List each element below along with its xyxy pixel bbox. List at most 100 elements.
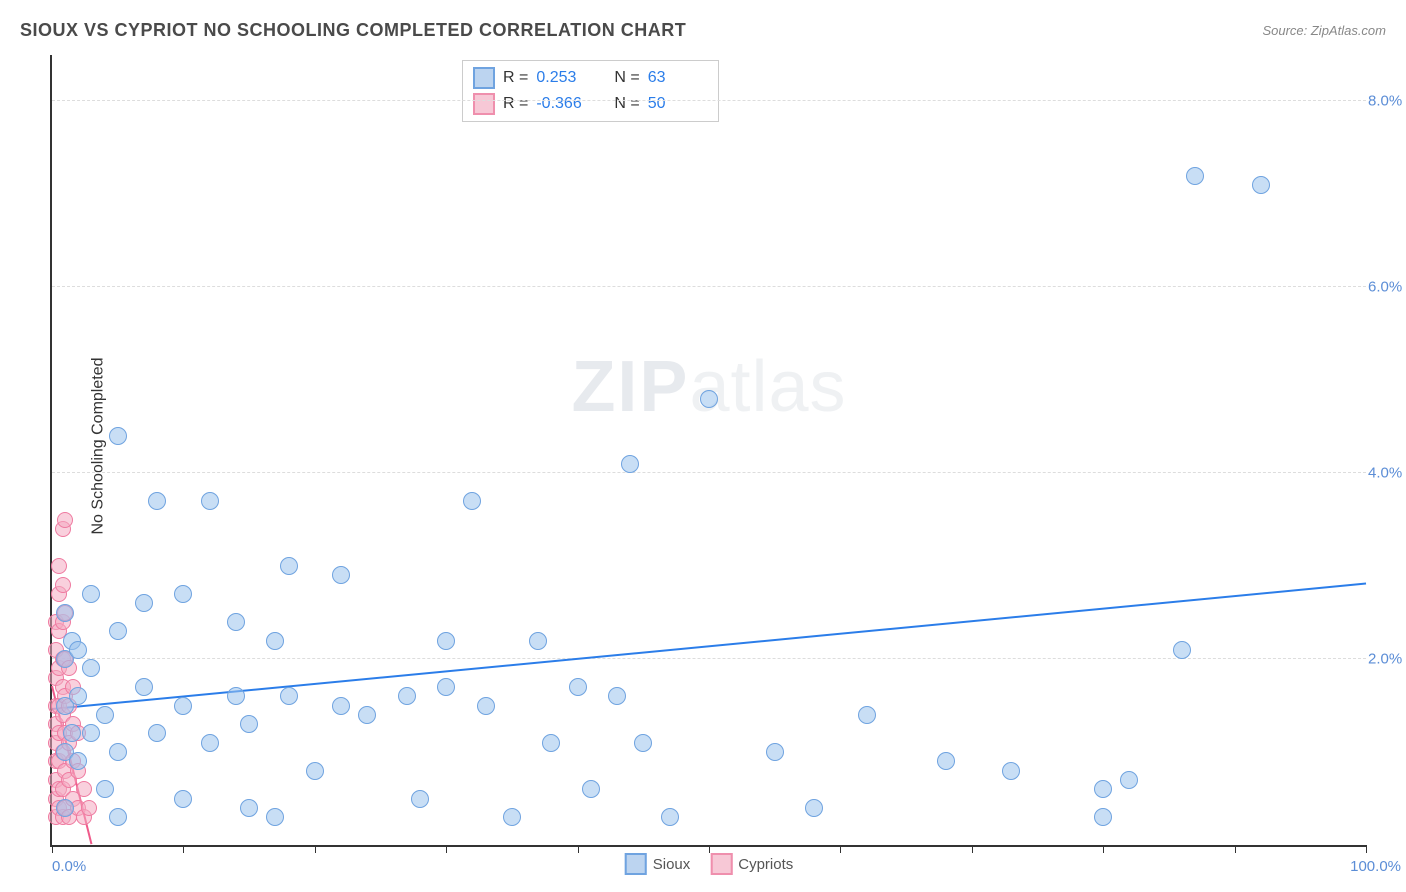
data-point-sioux — [332, 566, 350, 584]
data-point-cypriots — [76, 781, 92, 797]
data-point-sioux — [766, 743, 784, 761]
source-attribution: Source: ZipAtlas.com — [1262, 23, 1386, 38]
n-value: 50 — [648, 95, 708, 113]
data-point-sioux — [477, 697, 495, 715]
x-axis-max-label: 100.0% — [1350, 858, 1401, 875]
n-label: N = — [614, 95, 639, 113]
data-point-cypriots — [51, 558, 67, 574]
x-tick — [315, 845, 316, 853]
data-point-sioux — [174, 697, 192, 715]
x-axis-min-label: 0.0% — [52, 858, 86, 875]
data-point-sioux — [398, 687, 416, 705]
data-point-sioux — [174, 585, 192, 603]
gridline — [52, 100, 1366, 101]
data-point-sioux — [437, 678, 455, 696]
data-point-sioux — [1186, 167, 1204, 185]
data-point-sioux — [1002, 762, 1020, 780]
r-label: R = — [503, 95, 528, 113]
trend-line — [52, 583, 1366, 710]
x-tick — [1103, 845, 1104, 853]
watermark-zip: ZIP — [571, 347, 689, 427]
y-tick-label: 4.0% — [1368, 465, 1406, 482]
legend-item-cypriots: Cypriots — [710, 853, 793, 875]
x-tick — [1235, 845, 1236, 853]
data-point-sioux — [201, 734, 219, 752]
n-value: 63 — [648, 69, 708, 87]
swatch-sioux-icon — [473, 67, 495, 89]
data-point-sioux — [109, 743, 127, 761]
data-point-sioux — [437, 632, 455, 650]
data-point-sioux — [69, 752, 87, 770]
data-point-sioux — [1120, 771, 1138, 789]
data-point-sioux — [805, 799, 823, 817]
x-tick — [578, 845, 579, 853]
data-point-sioux — [109, 808, 127, 826]
y-tick-label: 8.0% — [1368, 93, 1406, 110]
data-point-sioux — [174, 790, 192, 808]
data-point-sioux — [82, 585, 100, 603]
data-point-sioux — [148, 724, 166, 742]
data-point-sioux — [56, 604, 74, 622]
data-point-sioux — [858, 706, 876, 724]
watermark-atlas: atlas — [689, 347, 846, 427]
data-point-sioux — [96, 706, 114, 724]
x-tick — [446, 845, 447, 853]
data-point-sioux — [569, 678, 587, 696]
chart-header: SIOUX VS CYPRIOT NO SCHOOLING COMPLETED … — [20, 20, 1386, 41]
data-point-sioux — [358, 706, 376, 724]
data-point-sioux — [69, 641, 87, 659]
data-point-sioux — [109, 622, 127, 640]
data-point-sioux — [529, 632, 547, 650]
data-point-sioux — [148, 492, 166, 510]
swatch-cypriots-icon — [473, 93, 495, 115]
gridline — [52, 658, 1366, 659]
data-point-sioux — [240, 715, 258, 733]
data-point-sioux — [332, 697, 350, 715]
data-point-sioux — [82, 659, 100, 677]
chart-title: SIOUX VS CYPRIOT NO SCHOOLING COMPLETED … — [20, 20, 686, 41]
data-point-sioux — [937, 752, 955, 770]
stats-row-sioux: R = 0.253 N = 63 — [473, 65, 708, 91]
data-point-sioux — [542, 734, 560, 752]
data-point-sioux — [1094, 808, 1112, 826]
data-point-sioux — [1173, 641, 1191, 659]
data-point-sioux — [280, 687, 298, 705]
legend-item-sioux: Sioux — [625, 853, 691, 875]
data-point-sioux — [280, 557, 298, 575]
r-value: 0.253 — [536, 69, 596, 87]
r-value: -0.366 — [536, 95, 596, 113]
watermark: ZIPatlas — [571, 346, 846, 428]
data-point-sioux — [96, 780, 114, 798]
data-point-sioux — [266, 632, 284, 650]
data-point-cypriots — [55, 577, 71, 593]
gridline — [52, 472, 1366, 473]
data-point-sioux — [621, 455, 639, 473]
swatch-sioux-icon — [625, 853, 647, 875]
legend-label: Sioux — [653, 856, 691, 873]
series-legend: Sioux Cypriots — [625, 853, 794, 875]
source-name: ZipAtlas.com — [1311, 23, 1386, 38]
legend-label: Cypriots — [738, 856, 793, 873]
x-tick — [1366, 845, 1367, 853]
data-point-sioux — [411, 790, 429, 808]
data-point-cypriots — [57, 512, 73, 528]
data-point-sioux — [608, 687, 626, 705]
x-tick — [52, 845, 53, 853]
data-point-sioux — [135, 678, 153, 696]
gridline — [52, 286, 1366, 287]
stats-row-cypriots: R = -0.366 N = 50 — [473, 91, 708, 117]
data-point-sioux — [227, 613, 245, 631]
correlation-stats-box: R = 0.253 N = 63 R = -0.366 N = 50 — [462, 60, 719, 122]
data-point-sioux — [1094, 780, 1112, 798]
data-point-sioux — [135, 594, 153, 612]
data-point-sioux — [503, 808, 521, 826]
x-tick — [709, 845, 710, 853]
swatch-cypriots-icon — [710, 853, 732, 875]
data-point-sioux — [63, 724, 81, 742]
data-point-sioux — [306, 762, 324, 780]
x-tick — [972, 845, 973, 853]
x-tick — [183, 845, 184, 853]
r-label: R = — [503, 69, 528, 87]
scatter-plot-area: ZIPatlas R = 0.253 N = 63 R = -0.366 N =… — [50, 55, 1366, 847]
data-point-sioux — [266, 808, 284, 826]
